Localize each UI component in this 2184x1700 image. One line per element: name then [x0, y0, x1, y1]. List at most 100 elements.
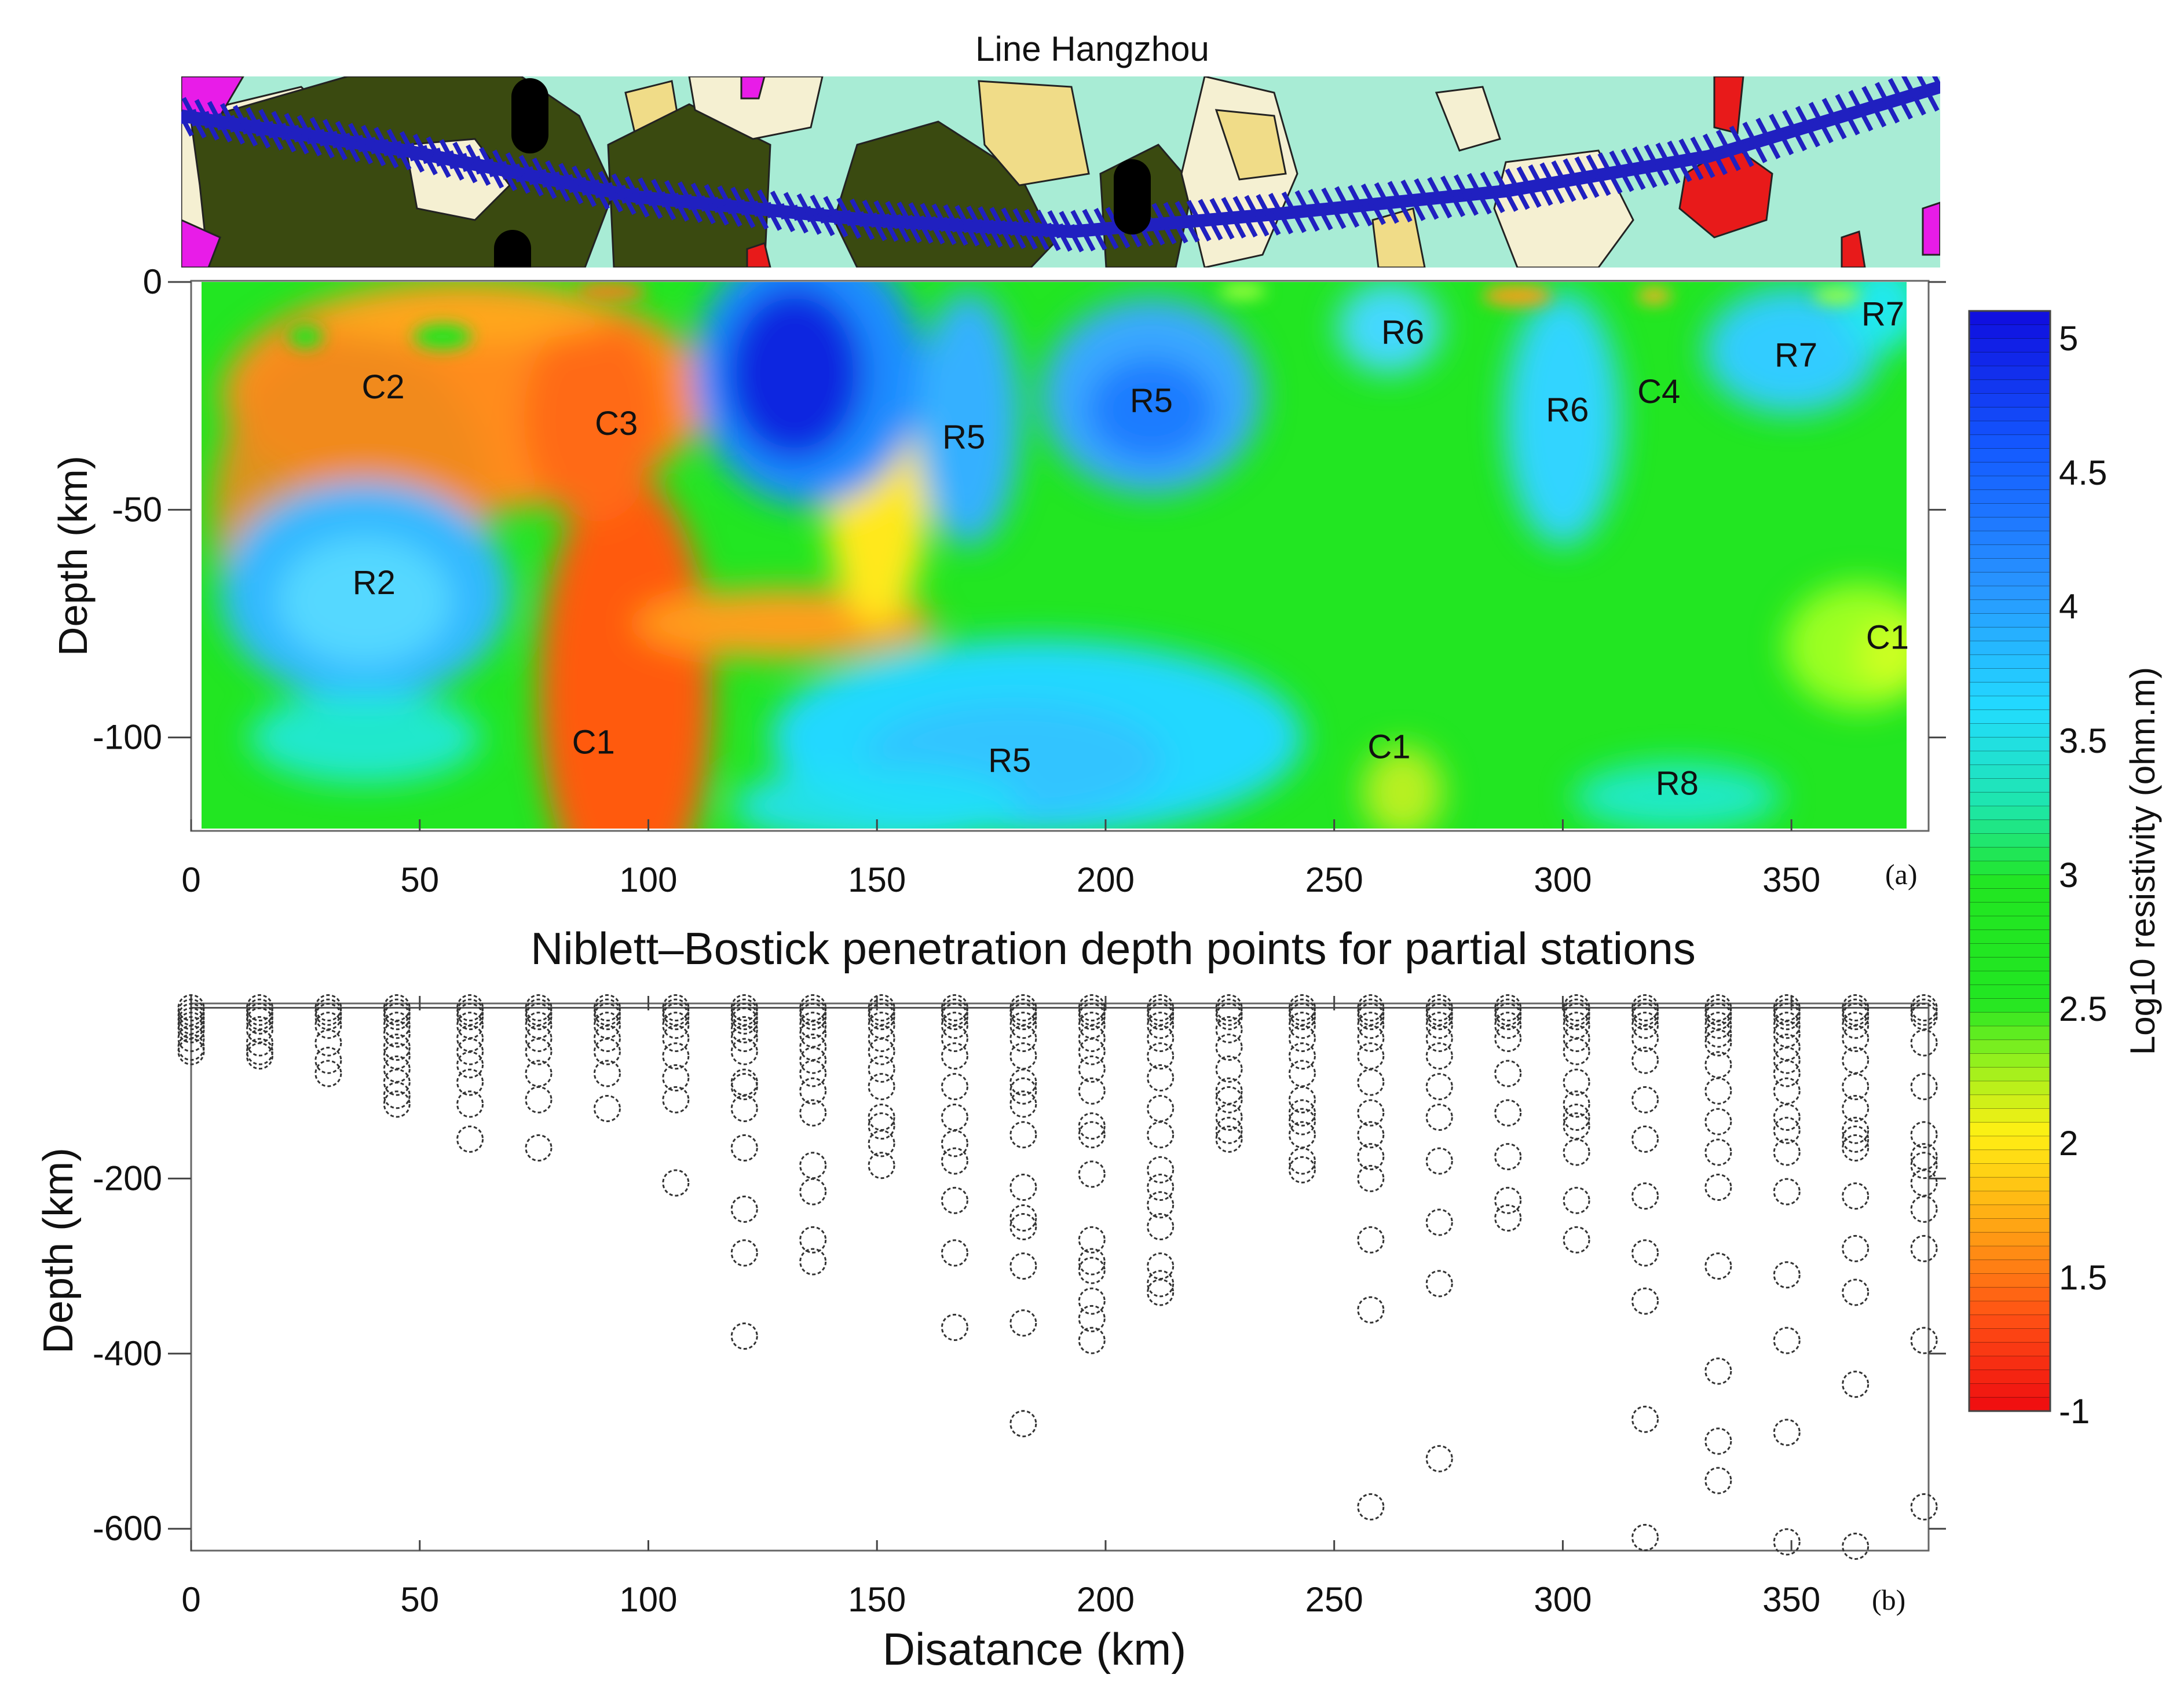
- geology-map-strip: [181, 76, 1940, 268]
- depth-point: [314, 1012, 342, 1039]
- depth-point: [1494, 1204, 1522, 1232]
- depth-point: [246, 1042, 273, 1070]
- depth-point: [1773, 1327, 1801, 1354]
- resistivity-section: 0 50 100 150 200 250 300 350 0 -50 -100 C2 C3 R2 C1 R5…: [50, 262, 1946, 899]
- colorbar-cell: [1969, 599, 2051, 614]
- depth-point: [799, 1046, 827, 1074]
- station-mark: [1924, 76, 1940, 94]
- colorbar-cell: [1969, 324, 2051, 339]
- depth-point: [730, 1239, 758, 1267]
- depth-point: [1147, 1003, 1175, 1031]
- colorbar-cell: [1969, 1025, 2051, 1040]
- colorbar: 5 4.5 4 3.5 3 2.5 2 1.5 -1 Log10 resistivity (oh…: [1968, 310, 2162, 1431]
- depth-point: [730, 1134, 758, 1162]
- depth-point: [1631, 1003, 1659, 1031]
- red-unit-polygon: [1713, 76, 1744, 134]
- depth-point: [1563, 1068, 1590, 1096]
- depth-point: [1357, 1226, 1385, 1254]
- colorbar-cell: [1969, 709, 2051, 724]
- colorbar-cell: [1969, 1080, 2051, 1096]
- colorbar-cell: [1969, 516, 2051, 532]
- depth-point: [1494, 1099, 1522, 1127]
- depth-point: [1357, 1164, 1385, 1192]
- depth-point: [1147, 1064, 1175, 1092]
- colorbar-cell: [1969, 888, 2051, 903]
- depth-point: [1631, 1046, 1659, 1074]
- station-depth-column: [941, 994, 968, 1341]
- depth-point: [1910, 1327, 1938, 1354]
- x-tick-label: 200: [1077, 860, 1135, 899]
- depth-point: [246, 1029, 273, 1057]
- depth-point: [314, 1029, 342, 1057]
- depth-point: [1009, 1174, 1037, 1201]
- depth-point: [1078, 1327, 1106, 1354]
- depth-point: [799, 1077, 827, 1105]
- depth-point: [868, 1112, 895, 1140]
- depth-point: [941, 1147, 968, 1175]
- depth-point: [1425, 1270, 1453, 1298]
- colorbar-cell: [1969, 1108, 2051, 1123]
- depth-point: [1494, 1024, 1522, 1052]
- colorbar-cell: [1969, 1342, 2051, 1357]
- panel-b-label: (b): [1872, 1584, 1905, 1616]
- depth-point: [662, 1024, 690, 1052]
- depth-point: [1078, 1226, 1106, 1254]
- y-tick-label: -50: [112, 490, 162, 529]
- depth-point: [1147, 1278, 1175, 1306]
- anomaly-label: C1: [1866, 619, 1909, 657]
- depth-point: [868, 1024, 895, 1052]
- section-axes: 0 50 100 150 200 250 300 350 0 -50 -100: [93, 262, 1946, 899]
- depth-point: [1631, 1182, 1659, 1210]
- depth-point: [1773, 1116, 1801, 1144]
- depth-point: [1147, 1270, 1175, 1298]
- depth-point: [1704, 1252, 1732, 1280]
- depth-point: [1494, 1003, 1522, 1031]
- depth-point: [1357, 1012, 1385, 1039]
- depth-point: [1215, 1086, 1243, 1113]
- panel-a-label: (a): [1885, 858, 1918, 891]
- depth-point: [1842, 1073, 1870, 1101]
- depth-point: [1704, 1427, 1732, 1455]
- depth-point: [799, 1226, 827, 1254]
- depth-points: [177, 994, 1938, 1560]
- depth-point: [1704, 1138, 1732, 1166]
- colorbar-cell: [1969, 778, 2051, 793]
- colorbar-frame: [1968, 310, 2051, 1412]
- depth-point: [1563, 1226, 1590, 1254]
- depth-point: [1288, 1086, 1316, 1113]
- depth-point: [1009, 1410, 1037, 1438]
- depth-point: [1078, 1003, 1106, 1031]
- depth-point: [1357, 1068, 1385, 1096]
- station-depth-column: [868, 994, 895, 1179]
- station-depth-column: [799, 994, 827, 1276]
- depth-point: [1078, 1256, 1106, 1284]
- anomaly-labels: C2 C3 R2 C1 R5 R5 R5 R6 R6 C4 R7 R7 C1 C1 R8: [353, 295, 1909, 802]
- yellow-unit-polygon: [978, 80, 1090, 186]
- colorbar-cell: [1969, 1122, 2051, 1137]
- colorbar-label: Log10 resistivity (ohm.m): [2123, 667, 2162, 1055]
- section-frame: [190, 280, 1930, 832]
- station-depth-column: [1009, 994, 1037, 1438]
- depth-point: [1009, 1012, 1037, 1039]
- section-ylabel: Depth (km): [50, 456, 96, 656]
- depth-point: [525, 1003, 553, 1031]
- depth-point: [1009, 1042, 1037, 1070]
- magenta-unit-polygon: [1922, 201, 1940, 256]
- depth-point: [246, 1007, 273, 1035]
- depth-point: [593, 1038, 621, 1065]
- depth-point: [799, 1099, 827, 1127]
- depth-point: [730, 1094, 758, 1122]
- colorbar-cell: [1969, 902, 2051, 917]
- station-depth-column: [593, 994, 621, 1122]
- anomaly-label: R8: [1656, 764, 1699, 802]
- anomaly-label: R6: [1546, 391, 1589, 428]
- depth-point: [1425, 1003, 1453, 1031]
- depth-point: [1773, 1060, 1801, 1087]
- depth-point: [1147, 1094, 1175, 1122]
- colorbar-cell: [1969, 819, 2051, 834]
- colorbar-tick-label: 1.5: [2059, 1258, 2107, 1297]
- depth-point: [1357, 1121, 1385, 1149]
- depth-point: [1147, 1191, 1175, 1219]
- depth-point: [1147, 1012, 1175, 1039]
- x-tick-label: 150: [848, 1580, 906, 1619]
